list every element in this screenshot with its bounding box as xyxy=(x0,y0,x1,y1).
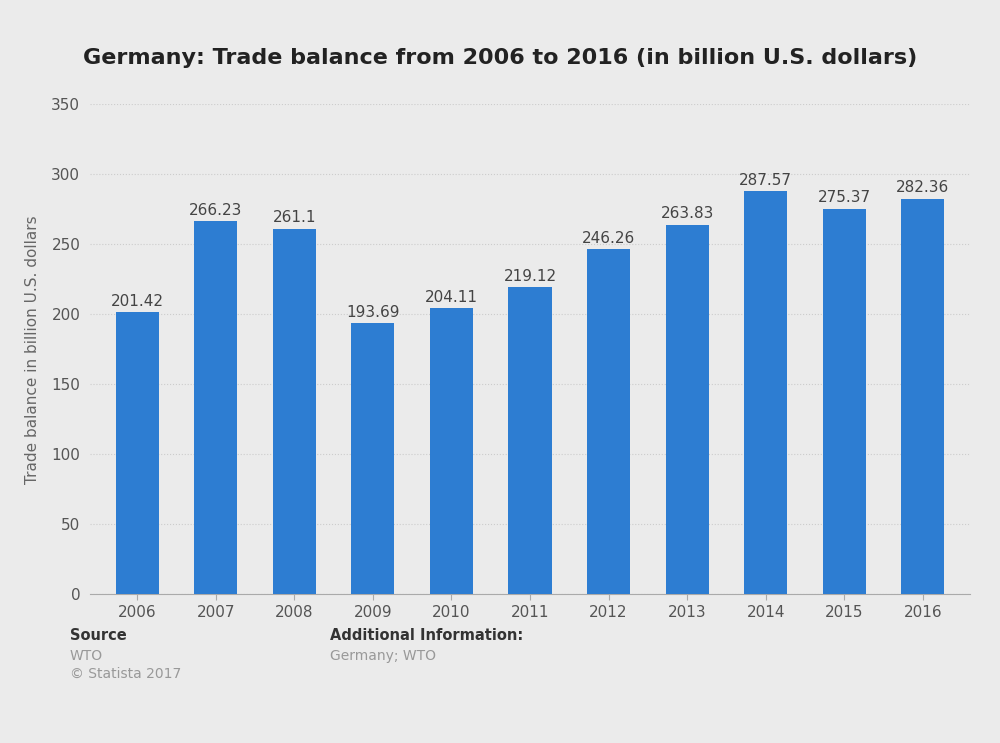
Text: 263.83: 263.83 xyxy=(660,207,714,221)
Bar xyxy=(666,224,709,594)
Text: Germany; WTO: Germany; WTO xyxy=(330,649,436,663)
Bar xyxy=(116,312,159,594)
Bar xyxy=(273,229,316,594)
Bar xyxy=(744,192,787,594)
Text: 193.69: 193.69 xyxy=(346,305,400,319)
Bar xyxy=(901,199,944,594)
Text: Source: Source xyxy=(70,628,127,643)
Text: 275.37: 275.37 xyxy=(818,190,871,205)
Text: 246.26: 246.26 xyxy=(582,231,635,246)
Text: 219.12: 219.12 xyxy=(503,269,557,284)
Bar xyxy=(508,288,552,594)
Text: 201.42: 201.42 xyxy=(111,293,164,308)
Bar xyxy=(194,221,237,594)
Text: WTO: WTO xyxy=(70,649,103,663)
Text: Additional Information:: Additional Information: xyxy=(330,628,523,643)
Text: 261.1: 261.1 xyxy=(273,210,316,225)
Text: © Statista 2017: © Statista 2017 xyxy=(70,666,181,681)
Bar xyxy=(823,209,866,594)
Text: 287.57: 287.57 xyxy=(739,173,792,188)
Text: 204.11: 204.11 xyxy=(425,290,478,305)
Text: Germany: Trade balance from 2006 to 2016 (in billion U.S. dollars): Germany: Trade balance from 2006 to 2016… xyxy=(83,48,917,68)
Text: 266.23: 266.23 xyxy=(189,203,242,218)
Bar xyxy=(351,323,394,594)
Bar xyxy=(587,250,630,594)
Text: 282.36: 282.36 xyxy=(896,181,949,195)
Bar xyxy=(430,308,473,594)
Y-axis label: Trade balance in billion U.S. dollars: Trade balance in billion U.S. dollars xyxy=(25,215,40,484)
